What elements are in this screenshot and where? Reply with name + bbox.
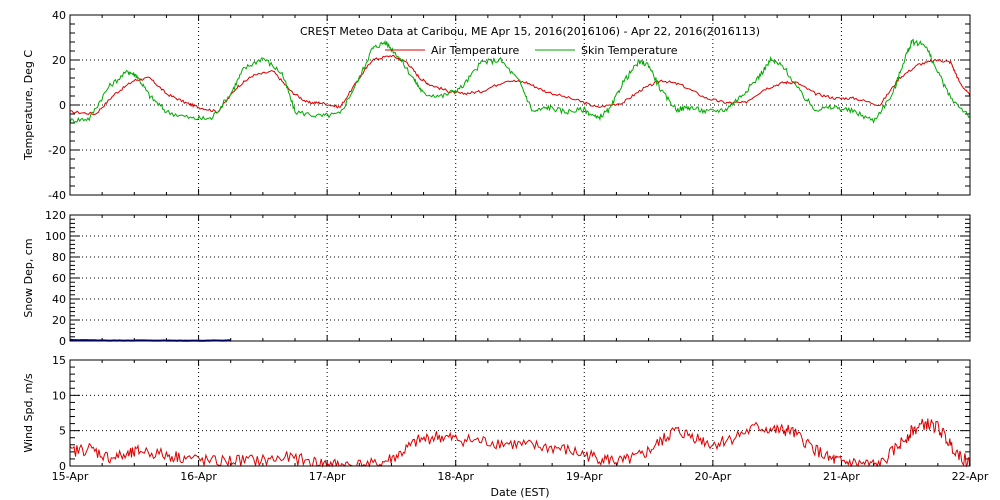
- x-tick-label: 19-Apr: [566, 470, 603, 483]
- series-line-0-0: [69, 54, 971, 116]
- y-tick-label: 20: [52, 314, 66, 327]
- panel-2: 15 10 5 0 Wind Spd, m/s: [22, 354, 971, 473]
- y-tick-label: 20: [52, 54, 66, 67]
- y-tick-label: 5: [59, 425, 66, 438]
- y-tick-label: 40: [52, 293, 66, 306]
- plot-frame: [69, 14, 971, 196]
- chart-title: CREST Meteo Data at Caribou, ME Apr 15, …: [300, 25, 760, 38]
- y-tick-label: -20: [48, 144, 66, 157]
- x-tick-label: 18-Apr: [437, 470, 474, 483]
- y-tick-label: 0: [59, 335, 66, 348]
- panel-0: 40 20 0 -20 -40 Temperature, Deg C: [22, 9, 971, 202]
- y-tick-label: 10: [52, 389, 66, 402]
- y-axis-label: Wind Spd, m/s: [22, 373, 35, 453]
- x-tick-label: 15-Apr: [52, 470, 89, 483]
- y-axis-label: Snow Dep, cm: [22, 238, 35, 317]
- legend-label: Skin Temperature: [581, 44, 678, 57]
- y-axis-label: Temperature, Deg C: [22, 50, 35, 161]
- legend-label: Air Temperature: [431, 44, 520, 57]
- y-tick-label: 15: [52, 354, 66, 367]
- x-tick-labels: 15-Apr 16-Apr 17-Apr 18-Apr 19-Apr 20-Apr 21-A…: [52, 470, 989, 483]
- x-tick-label: 21-Apr: [823, 470, 860, 483]
- y-tick-label: -40: [48, 189, 66, 202]
- y-tick-label: 100: [45, 230, 66, 243]
- y-tick-label: 60: [52, 272, 66, 285]
- legend: Air Temperature Skin Temperature: [385, 44, 678, 57]
- y-tick-label: 80: [52, 251, 66, 264]
- y-tick-label: 120: [45, 209, 66, 222]
- y-tick-label: 0: [59, 99, 66, 112]
- plot-frame: [69, 359, 971, 467]
- panel-1: 120 100 80 60 40 20 0 Snow Dep, cm: [22, 209, 971, 348]
- x-axis-label: Date (EST): [490, 486, 549, 499]
- plot-frame: [69, 214, 971, 342]
- y-tick-label: 0: [59, 460, 66, 473]
- y-tick-label: 40: [52, 9, 66, 22]
- x-tick-label: 17-Apr: [309, 470, 346, 483]
- series-line-2-0: [69, 418, 971, 468]
- x-tick-label: 20-Apr: [694, 470, 731, 483]
- x-tick-label: 16-Apr: [180, 470, 217, 483]
- x-tick-label: 22-Apr: [952, 470, 989, 483]
- series-line-0-1: [69, 38, 971, 124]
